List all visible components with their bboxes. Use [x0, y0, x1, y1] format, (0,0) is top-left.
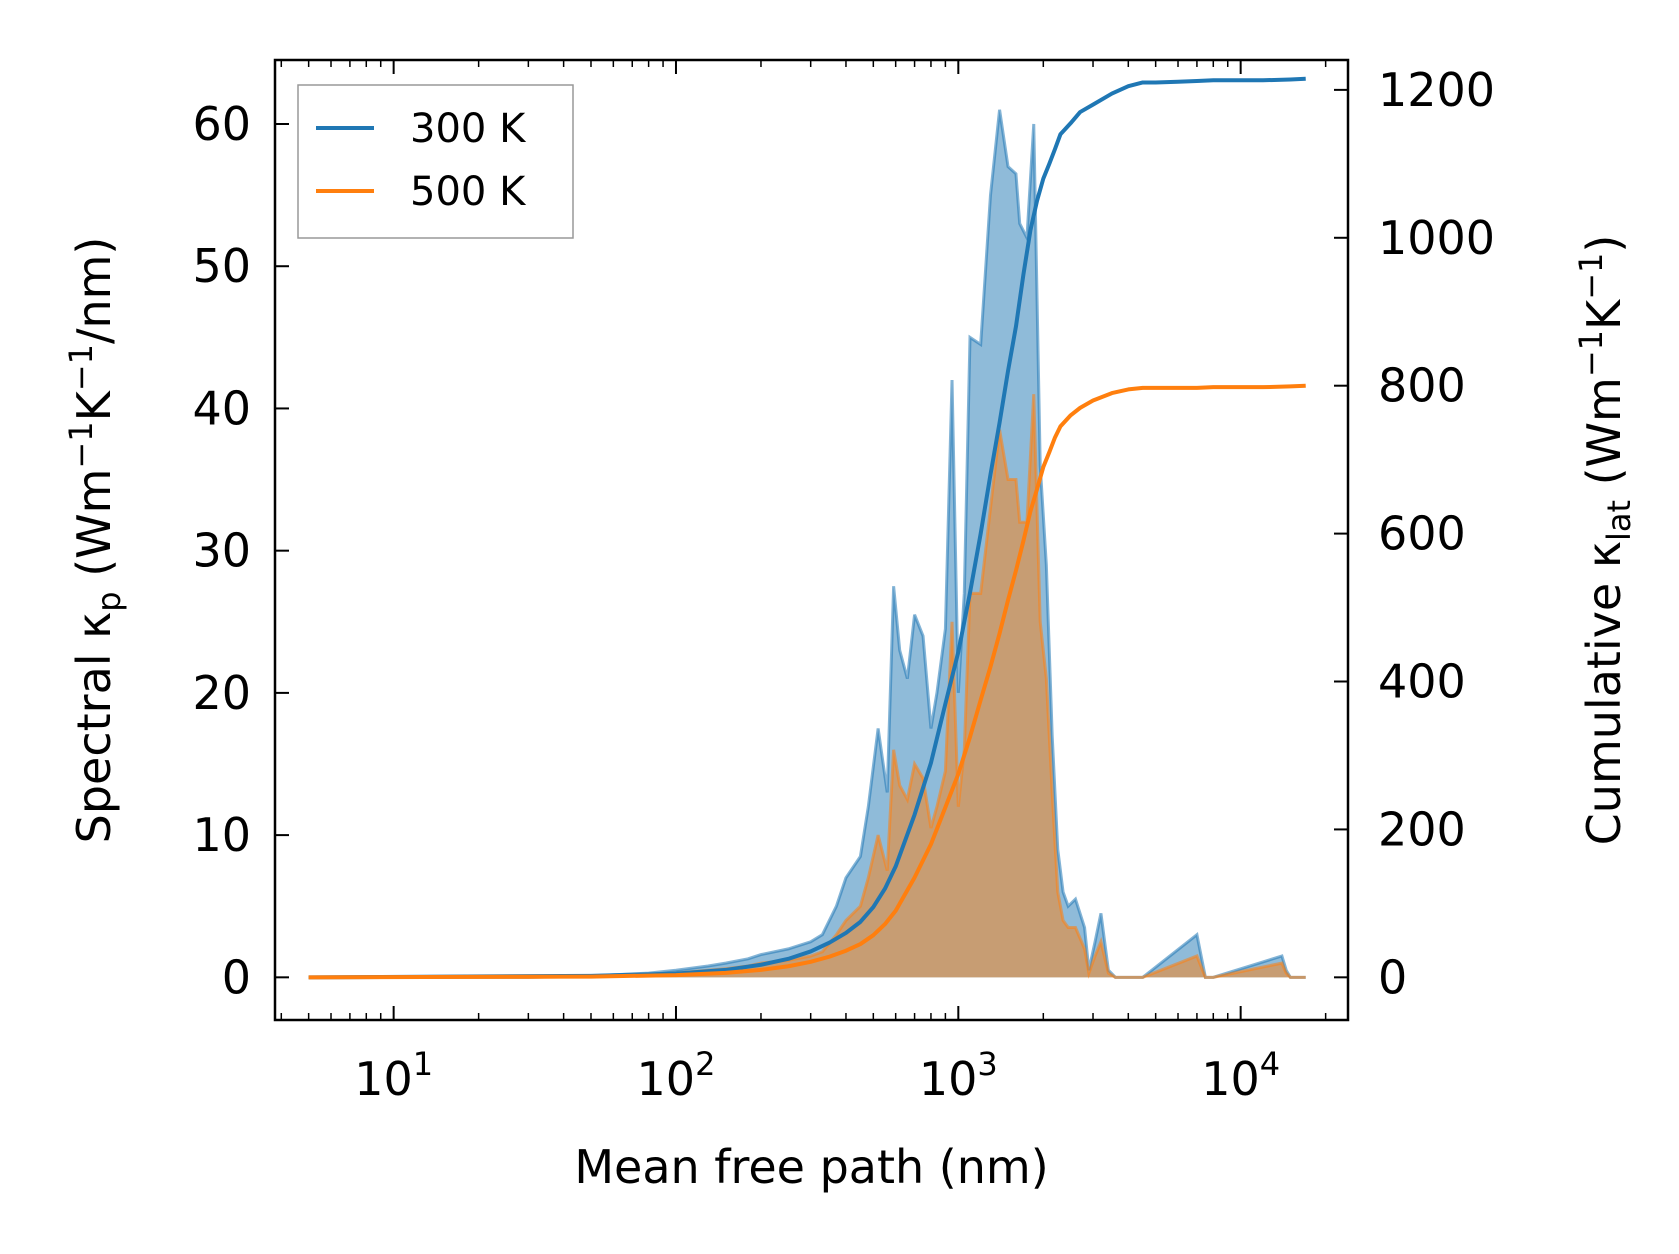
x-tick-label-base: 10: [1201, 1052, 1260, 1106]
y-right-tick-label: 800: [1378, 359, 1466, 413]
x-tick-label-base: 10: [919, 1052, 978, 1106]
y-right-label-unit-suffix: ): [1577, 235, 1631, 253]
y-left-tick-label: 20: [192, 666, 251, 720]
spectral-edge-500k: [308, 394, 1306, 979]
plot-frame: [273, 58, 1350, 1022]
y-right-tick-label: 200: [1378, 802, 1466, 856]
y-right-tick-label: 1000: [1378, 211, 1495, 265]
y-right-label-sub: lat: [1600, 500, 1638, 541]
y-left-label-base: Spectral κ: [67, 612, 121, 844]
x-tick-label-exp: 4: [1260, 1045, 1280, 1083]
y-right-tick-label: 0: [1378, 950, 1407, 1004]
y-right-label-base: Cumulative κ: [1577, 541, 1631, 845]
x-tick-label: 102: [637, 1045, 716, 1106]
label-layer: 101 102 103 1040102030405060020040060080010…: [192, 63, 1495, 1106]
cumulative-line-500k: [308, 383, 1306, 980]
y-left-label-sup2: −1: [62, 344, 100, 391]
y-left-tick-label: 60: [192, 97, 251, 151]
y-right-label-sup2: −1: [1572, 253, 1610, 300]
x-axis-label: Mean free path (nm): [574, 1140, 1048, 1194]
legend-label-300k: 300 K: [410, 106, 527, 152]
x-tick-label-base: 10: [637, 1052, 696, 1106]
y-right-tick-label: 400: [1378, 655, 1466, 709]
x-tick-label-exp: 1: [413, 1045, 433, 1083]
cumulative-line-300k: [308, 76, 1306, 980]
y-left-tick-label: 30: [192, 524, 251, 578]
y-axis-left-label: Spectral κp (Wm−1K−1/nm): [62, 237, 128, 844]
y-right-label-mid: K: [1577, 298, 1631, 330]
y-left-label-sub: p: [90, 591, 128, 611]
y-left-tick-label: 0: [222, 950, 251, 1004]
y-left-label-sup1: −1: [62, 421, 100, 468]
spectral-edge-300k: [308, 109, 1306, 979]
x-tick-label-exp: 2: [695, 1045, 715, 1083]
spectral-fill-300k: [308, 109, 1306, 978]
y-left-tick-label: 40: [192, 381, 251, 435]
cumulative-line-layer: [308, 76, 1306, 980]
y-left-label-unit-prefix: (Wm: [67, 469, 121, 592]
y-right-label-unit-prefix: (Wm: [1577, 377, 1631, 500]
y-right-tick-label: 1200: [1378, 63, 1495, 117]
x-tick-label: 104: [1201, 1045, 1280, 1106]
x-tick-label-exp: 3: [977, 1045, 997, 1083]
spectral-fill-layer: [308, 109, 1306, 979]
tick-layer: [275, 60, 1348, 1020]
legend-label-500k: 500 K: [410, 169, 527, 215]
legend: 300 K 500 K: [297, 84, 574, 239]
x-tick-label: 101: [354, 1045, 433, 1106]
y-left-label-unit-suffix: /nm): [67, 237, 121, 344]
y-axis-right-label: Cumulative κlat (Wm−1K−1): [1572, 235, 1638, 846]
y-left-label-mid: K: [67, 389, 121, 421]
x-tick-label-base: 10: [354, 1052, 413, 1106]
spectral-fill-500k: [308, 394, 1306, 978]
legend-box: [297, 84, 574, 239]
y-left-tick-label: 50: [192, 239, 251, 293]
x-tick-label: 103: [919, 1045, 998, 1106]
y-right-label-sup1: −1: [1572, 330, 1610, 377]
y-right-tick-label: 600: [1378, 507, 1466, 561]
y-left-tick-label: 10: [192, 808, 251, 862]
